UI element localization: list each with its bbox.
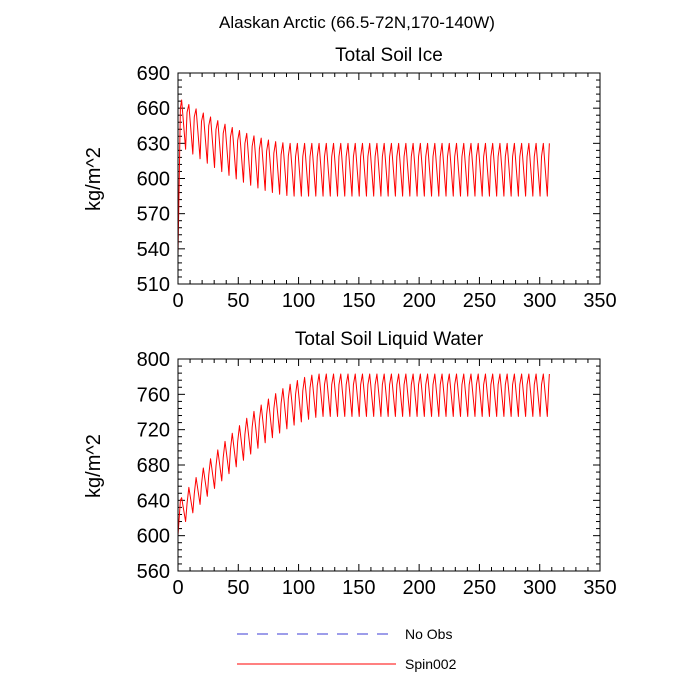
- x-tick-label: 150: [342, 290, 375, 312]
- series-line-spin002: [177, 99, 550, 255]
- y-tick-label: 510: [137, 274, 170, 296]
- x-tick-label: 300: [523, 290, 556, 312]
- plot-frame-soil-liquid: [177, 358, 601, 572]
- y-axis-label-soil-ice: kg/m^2: [83, 147, 105, 211]
- y-tick-label: 660: [137, 98, 170, 120]
- y-tick-label: 800: [137, 349, 170, 371]
- y-tick-label: 640: [137, 490, 170, 512]
- panel-soil-ice: Total Soil Ice kg/m^2 0 50 100 150 200 250 300…: [83, 45, 617, 312]
- y-tick-label: 630: [137, 133, 170, 155]
- series-layer-soil-ice: [177, 99, 550, 255]
- x-tick-label: 200: [402, 290, 435, 312]
- figure-title: Alaskan Arctic (66.5-72N,170-140W): [219, 13, 495, 32]
- x-tick-label: 100: [282, 577, 315, 599]
- x-tick-label: 50: [227, 577, 249, 599]
- y-tick-label: 690: [137, 63, 170, 85]
- y-tick-label: 570: [137, 204, 170, 226]
- y-tick-label: 600: [137, 169, 170, 191]
- y-tick-label: 600: [137, 526, 170, 548]
- y-tick-label: 720: [137, 420, 170, 442]
- legend-label-spin002: Spin002: [405, 656, 457, 672]
- axes-ticks-soil-ice: 0 50 100 150 200 250 300 350 510 540 570 600 630 660 6…: [137, 63, 617, 312]
- y-tick-label: 540: [137, 239, 170, 261]
- x-tick-label: 250: [463, 577, 496, 599]
- chart-title-soil-ice: Total Soil Ice: [335, 45, 443, 66]
- plot-frame-soil-ice: [177, 72, 601, 285]
- y-axis-label-soil-liquid: kg/m^2: [83, 434, 105, 498]
- legend: No Obs Spin002: [237, 626, 457, 672]
- x-tick-label: 0: [172, 577, 183, 599]
- chart-title-soil-liquid: Total Soil Liquid Water: [295, 329, 484, 350]
- y-tick-label: 760: [137, 384, 170, 406]
- x-tick-label: 0: [172, 290, 183, 312]
- x-tick-label: 50: [227, 290, 249, 312]
- x-tick-label: 150: [342, 577, 375, 599]
- legend-label-no-obs: No Obs: [405, 626, 452, 642]
- x-tick-label: 250: [463, 290, 496, 312]
- panel-soil-liquid: Total Soil Liquid Water kg/m^2 0 50 100 150…: [83, 329, 617, 599]
- x-tick-label: 350: [583, 577, 616, 599]
- x-tick-label: 100: [282, 290, 315, 312]
- y-tick-label: 560: [137, 561, 170, 583]
- x-tick-label: 350: [583, 290, 616, 312]
- y-tick-label: 680: [137, 455, 170, 477]
- x-tick-label: 300: [523, 577, 556, 599]
- x-tick-label: 200: [402, 577, 435, 599]
- series-line-spin002: [177, 373, 550, 536]
- series-layer-soil-liquid: [177, 373, 550, 536]
